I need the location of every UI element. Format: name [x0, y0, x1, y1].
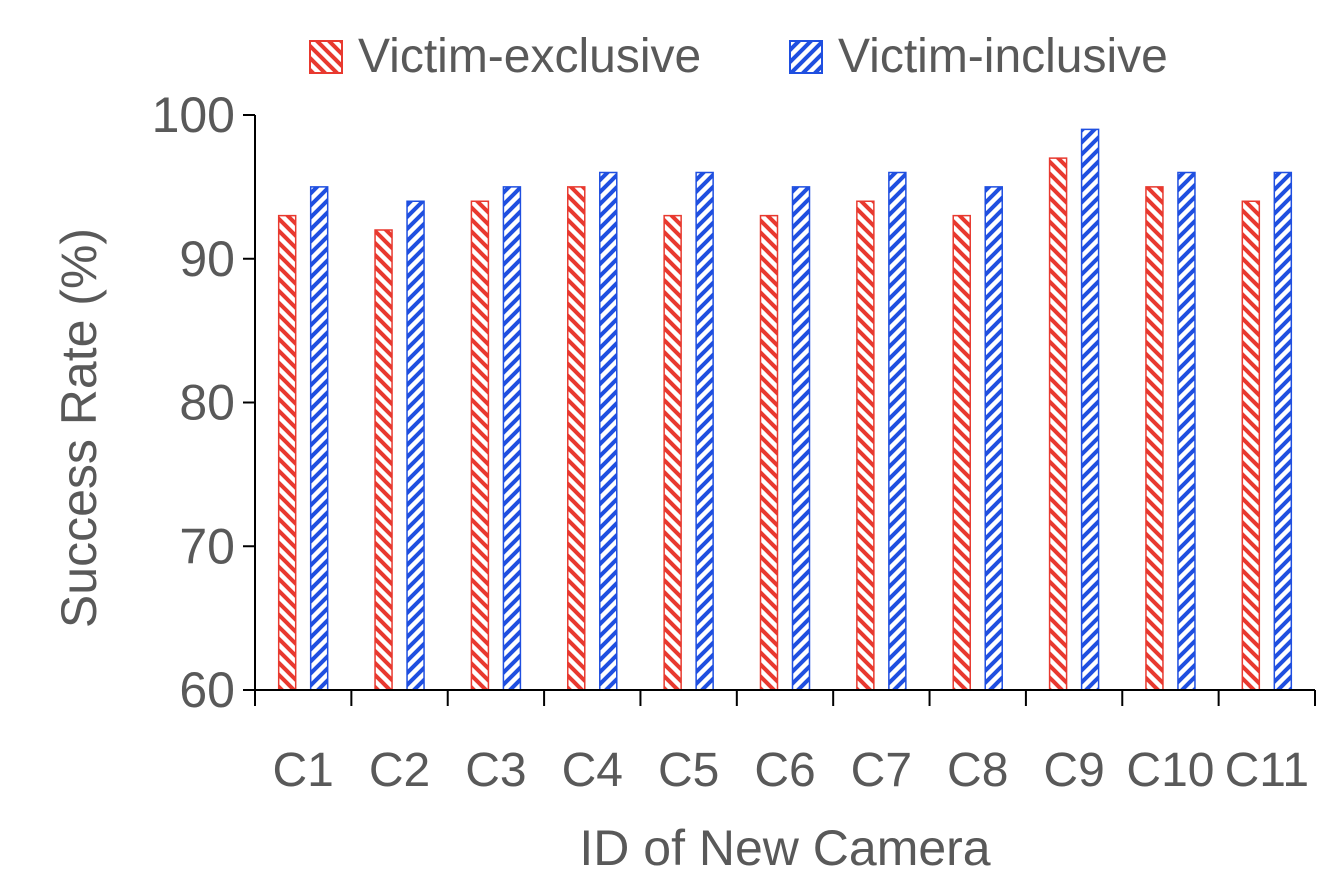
- x-tick-label: C7: [851, 744, 912, 797]
- y-tick-label: 100: [152, 87, 235, 143]
- y-tick-label: 70: [179, 518, 235, 574]
- bar-victim-exclusive-c8: [952, 214, 971, 691]
- x-tick-label: C6: [754, 744, 815, 797]
- x-tick-label: C2: [369, 744, 430, 797]
- x-tick-label: C10: [1126, 744, 1214, 797]
- x-tick-label: C1: [273, 744, 334, 797]
- y-tick-label: 90: [179, 231, 235, 287]
- bar-victim-exclusive-c11: [1241, 200, 1261, 691]
- x-tick-label: C11: [1225, 744, 1310, 797]
- bar-victim-exclusive-c5: [663, 214, 682, 691]
- bar-victim-inclusive-c6: [791, 186, 811, 691]
- legend-swatch-victim-inclusive: [789, 40, 823, 74]
- bar-victim-exclusive-c3: [470, 200, 490, 691]
- x-axis-label: ID of New Camera: [579, 820, 990, 876]
- x-tick-label: C5: [658, 744, 719, 797]
- x-tick-label: C9: [1043, 744, 1104, 797]
- bar-victim-exclusive-c2: [374, 229, 393, 691]
- legend-label-victim-inclusive: Victim-inclusive: [838, 30, 1168, 83]
- bars: [277, 128, 1293, 691]
- legend-label-victim-exclusive: Victim-exclusive: [358, 30, 701, 83]
- bar-victim-inclusive-c11: [1273, 171, 1293, 691]
- legend: Victim-exclusive Victim-inclusive: [309, 30, 1168, 83]
- y-tick-label: 60: [179, 662, 235, 718]
- legend-item-victim-inclusive: Victim-inclusive: [789, 30, 1168, 83]
- x-tick-label: C3: [465, 744, 526, 797]
- legend-item-victim-exclusive: Victim-exclusive: [309, 30, 701, 83]
- bar-victim-inclusive-c2: [406, 200, 425, 691]
- bar-victim-inclusive-c1: [309, 186, 329, 691]
- x-axis-ticks: C1 C2 C3 C4 C5 C6 C7 C8 C9 C10 C11: [254, 690, 1316, 797]
- bar-victim-inclusive-c3: [502, 186, 522, 691]
- bar-victim-inclusive-c4: [599, 171, 618, 691]
- bar-victim-exclusive-c7: [856, 200, 875, 691]
- x-tick-label: C8: [947, 744, 1008, 797]
- bar-victim-exclusive-c1: [277, 214, 297, 691]
- legend-swatch-victim-exclusive: [309, 40, 343, 74]
- y-axis-ticks: 60 70 80 90 100: [152, 87, 255, 718]
- bar-victim-exclusive-c9: [1048, 157, 1068, 691]
- bar-victim-inclusive-c10: [1177, 171, 1196, 691]
- bar-victim-inclusive-c9: [1080, 128, 1100, 691]
- bar-victim-exclusive-c4: [567, 186, 586, 691]
- bar-victim-exclusive-c6: [759, 214, 779, 691]
- bar-victim-inclusive-c8: [984, 186, 1003, 691]
- y-axis-label: Success Rate (%): [51, 228, 107, 628]
- axes: [243, 115, 1315, 706]
- bar-victim-exclusive-c10: [1145, 186, 1164, 691]
- bar-victim-inclusive-c5: [695, 171, 714, 691]
- bar-victim-inclusive-c7: [888, 171, 907, 691]
- y-tick-label: 80: [179, 375, 235, 431]
- x-tick-label: C4: [562, 744, 623, 797]
